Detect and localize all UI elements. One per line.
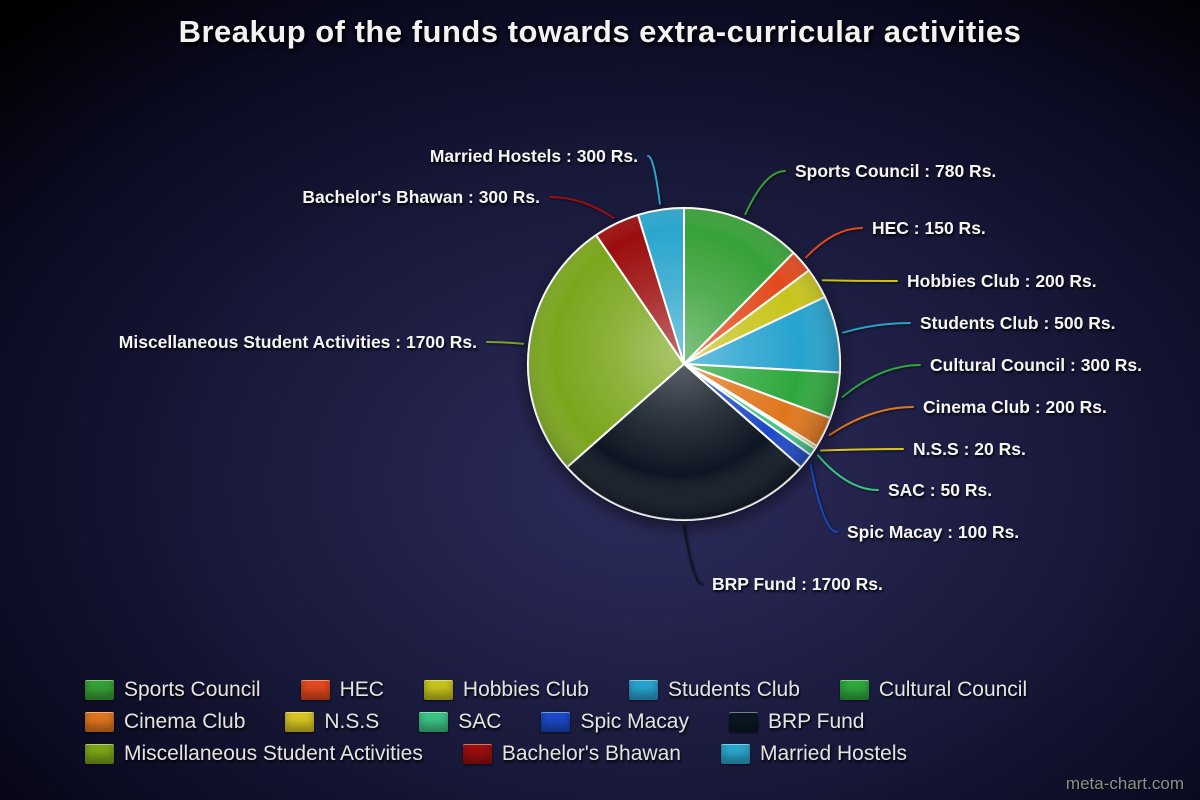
leader-line-sac bbox=[816, 454, 879, 491]
legend-item-students-club: Students Club bbox=[628, 678, 800, 702]
legend-row: Sports Council HEC Hobbies Club Students Cl… bbox=[85, 678, 1155, 702]
leader-line-brp-fund bbox=[683, 525, 703, 585]
callout-label-married-hostels: Married Hostels : 300 Rs. bbox=[430, 146, 638, 166]
legend-item-spic-macay: Spic Macay bbox=[541, 710, 689, 734]
legend-item-cinema-club: Cinema Club bbox=[85, 710, 245, 734]
leader-line-married-hostels bbox=[647, 155, 661, 205]
leader-line-spic-macay bbox=[809, 464, 838, 533]
legend-swatch-n-s-s bbox=[285, 712, 315, 732]
leader-line-hec bbox=[805, 227, 863, 259]
leader-line-hobbies-club bbox=[821, 279, 898, 282]
legend-label-bachelor-s-bhawan: Bachelor's Bhawan bbox=[501, 742, 681, 765]
callout-label-hec: HEC : 150 Rs. bbox=[872, 218, 986, 238]
legend-label-sports-council: Sports Council bbox=[124, 678, 261, 701]
legend-row: Miscellaneous Student Activities Bachelor… bbox=[85, 742, 1155, 766]
callout-label-cultural-council: Cultural Council : 300 Rs. bbox=[930, 355, 1142, 375]
legend-label-cinema-club: Cinema Club bbox=[124, 710, 246, 733]
legend-label-sac: SAC bbox=[458, 710, 502, 733]
legend-item-n-s-s: N.S.S bbox=[285, 710, 379, 734]
legend-item-married-hostels: Married Hostels bbox=[720, 742, 907, 766]
legend-label-students-club: Students Club bbox=[667, 678, 800, 701]
leader-line-sports-council bbox=[744, 170, 786, 216]
pie-slices-layer bbox=[527, 207, 841, 522]
legend-label-hobbies-club: Hobbies Club bbox=[462, 678, 589, 701]
legend-swatch-cinema-club bbox=[85, 712, 114, 732]
callout-label-sac: SAC : 50 Rs. bbox=[888, 480, 992, 500]
leader-line-students-club bbox=[841, 322, 911, 334]
legend-item-cultural-council: Cultural Council bbox=[839, 678, 1028, 702]
legend-swatch-miscellaneous-student-activities bbox=[85, 744, 114, 764]
leader-line-bachelor-s-bhawan bbox=[549, 196, 615, 219]
legend-label-married-hostels: Married Hostels bbox=[759, 742, 907, 765]
callout-label-students-club: Students Club : 500 Rs. bbox=[920, 313, 1115, 333]
callout-label-brp-fund: BRP Fund : 1700 Rs. bbox=[712, 574, 883, 594]
callout-label-spic-macay: Spic Macay : 100 Rs. bbox=[847, 522, 1019, 542]
callout-label-cinema-club: Cinema Club : 200 Rs. bbox=[923, 397, 1107, 417]
legend-item-hec: HEC bbox=[300, 678, 384, 702]
leader-line-miscellaneous-student-activities bbox=[486, 341, 525, 345]
callout-labels-layer: Sports Council : 780 Rs. HEC : 150 Rs. Hob… bbox=[119, 146, 1142, 594]
legend-swatch-cultural-council bbox=[839, 680, 869, 700]
legend-label-n-s-s: N.S.S bbox=[324, 710, 380, 733]
legend-swatch-students-club bbox=[628, 680, 658, 700]
callout-label-miscellaneous-student-activities: Miscellaneous Student Activities : 1700 … bbox=[119, 332, 477, 352]
callout-label-hobbies-club: Hobbies Club : 200 Rs. bbox=[907, 271, 1097, 291]
leader-line-cinema-club bbox=[828, 406, 914, 436]
legend-label-miscellaneous-student-activities: Miscellaneous Student Activities bbox=[124, 742, 423, 765]
legend-swatch-bachelor-s-bhawan bbox=[462, 744, 492, 764]
legend-item-sac: SAC bbox=[419, 710, 501, 734]
legend-swatch-brp-fund bbox=[728, 712, 758, 732]
watermark: meta-chart.com bbox=[1065, 774, 1184, 793]
legend-item-miscellaneous-student-activities: Miscellaneous Student Activities bbox=[85, 742, 423, 766]
callout-label-sports-council: Sports Council : 780 Rs. bbox=[795, 161, 996, 181]
legend-swatch-spic-macay bbox=[541, 712, 571, 732]
legend-item-brp-fund: BRP Fund bbox=[728, 710, 865, 734]
legend-item-bachelor-s-bhawan: Bachelor's Bhawan bbox=[462, 742, 681, 766]
leader-line-n-s-s bbox=[820, 448, 904, 452]
legend-row: Cinema Club N.S.S SAC Spic Macay BRP Fund bbox=[85, 710, 1155, 734]
legend-item-hobbies-club: Hobbies Club bbox=[423, 678, 589, 702]
legend-swatch-sports-council bbox=[85, 680, 114, 700]
callout-label-bachelor-s-bhawan: Bachelor's Bhawan : 300 Rs. bbox=[302, 187, 540, 207]
chart-title: Breakup of the funds towards extra-curri… bbox=[178, 14, 1022, 49]
legend-item-sports-council: Sports Council bbox=[85, 678, 261, 702]
legend-swatch-sac bbox=[419, 712, 449, 732]
leader-line-cultural-council bbox=[841, 364, 921, 398]
legend-label-spic-macay: Spic Macay bbox=[580, 710, 689, 733]
legend-label-hec: HEC bbox=[339, 678, 384, 701]
legend: Sports Council HEC Hobbies Club Students Cl… bbox=[85, 678, 1155, 766]
callout-label-n-s-s: N.S.S : 20 Rs. bbox=[913, 439, 1026, 459]
legend-label-brp-fund: BRP Fund bbox=[767, 710, 865, 733]
legend-swatch-hec bbox=[300, 680, 330, 700]
legend-label-cultural-council: Cultural Council bbox=[878, 678, 1028, 701]
legend-swatch-hobbies-club bbox=[423, 680, 453, 700]
legend-swatch-married-hostels bbox=[720, 744, 750, 764]
